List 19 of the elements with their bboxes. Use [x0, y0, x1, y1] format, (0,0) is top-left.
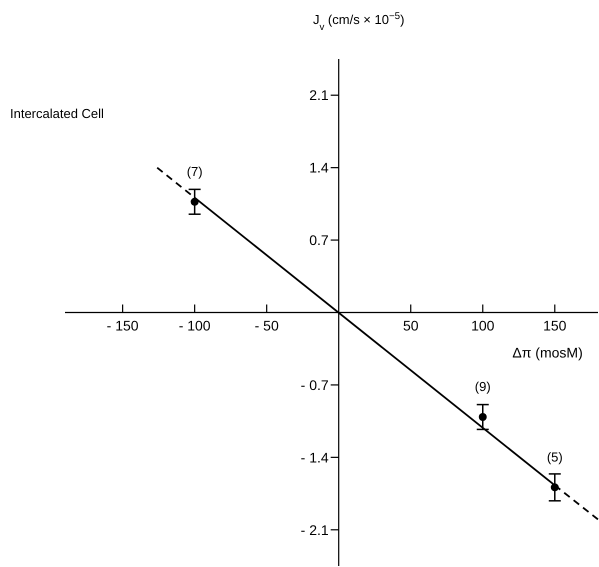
y-tick-label: 1.4	[309, 160, 329, 176]
y-axis-title: J$_{v}$ (cm/s × 10$^{−5}$)	[312, 10, 404, 32]
annotation: (5)	[546, 449, 563, 464]
x-tick-label: 150	[543, 318, 567, 334]
y-tick-label: - 2.1	[300, 522, 329, 538]
y-tick-label: - 1.4	[300, 449, 329, 466]
text: Intercalated Cell	[10, 106, 104, 121]
y-tick-label: - 0.7	[300, 376, 329, 393]
annotation: (7)	[186, 164, 203, 179]
x-tick-label: 50	[402, 318, 419, 334]
x-tick-label: - 50	[254, 318, 279, 334]
annotation: (9)	[474, 379, 491, 394]
x-axis-title: Δπ (mosM)	[512, 344, 583, 360]
x-tick-label: - 100	[178, 318, 211, 334]
x-tick-label: 100	[471, 318, 495, 334]
y-tick-label: 2.1	[309, 87, 329, 104]
x-tick-label: - 150	[106, 318, 139, 334]
y-tick-label: 0.7	[309, 232, 329, 248]
point	[478, 413, 487, 421]
